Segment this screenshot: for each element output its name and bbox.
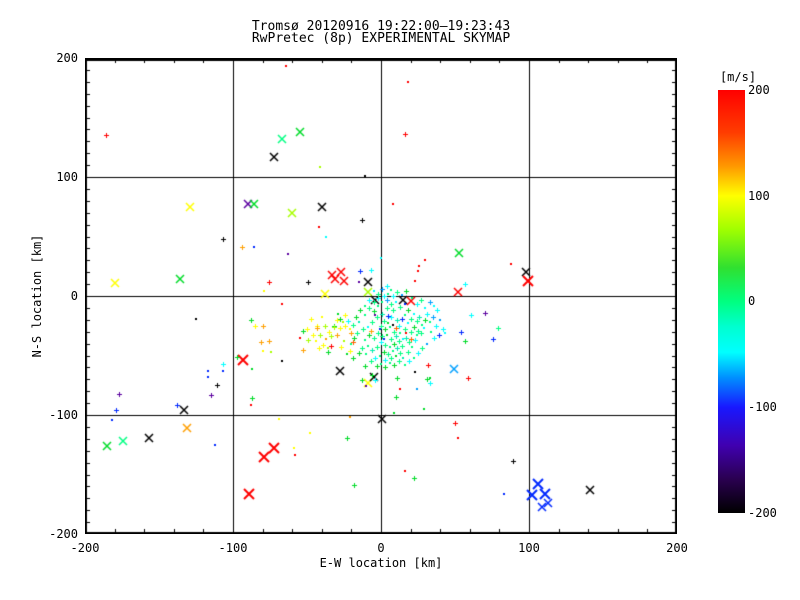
ytick-label-0: 0 [70, 289, 78, 303]
ytick-label-n100: -100 [49, 408, 78, 422]
skymap-scatter-canvas [85, 58, 677, 534]
colorbar-gradient [718, 90, 745, 513]
plot-title-line2: RwPretec (8p) EXPERIMENTAL SKYMAP [251, 31, 511, 46]
colorbar-tick-0: 0 [748, 294, 756, 308]
colorbar-tick-200: 200 [748, 83, 770, 97]
xtick-label-100: 100 [518, 541, 540, 555]
colorbar-tick-n100: -100 [748, 400, 777, 414]
xtick-label-n100: -100 [218, 541, 248, 555]
ytick-label-n200: -200 [49, 527, 78, 541]
y-axis-title: N-S location [km] [30, 234, 44, 358]
ytick-label-200: 200 [56, 51, 78, 65]
xtick-label-200: 200 [666, 541, 688, 555]
xtick-label-0: 0 [377, 541, 385, 555]
colorbar-tick-100: 100 [748, 189, 770, 203]
ytick-label-100: 100 [56, 170, 78, 184]
colorbar-tick-n200: -200 [748, 506, 777, 520]
x-axis-title: E-W location [km] [319, 556, 443, 570]
plot-title-line1: Tromsø 20120916 19:22:00–19:23:43 [251, 19, 511, 34]
xtick-label-n200: -200 [70, 541, 100, 555]
colorbar-units-label: [m/s] [719, 70, 757, 84]
